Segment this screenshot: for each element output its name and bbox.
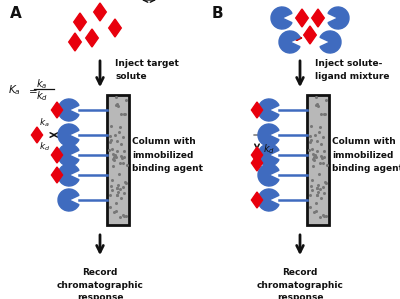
Wedge shape — [328, 7, 349, 29]
Polygon shape — [74, 13, 86, 31]
Text: $k_d$: $k_d$ — [39, 141, 50, 153]
Polygon shape — [252, 147, 263, 163]
Polygon shape — [31, 127, 43, 143]
Text: $K_a$: $K_a$ — [8, 83, 21, 97]
Bar — [307, 95, 329, 225]
Wedge shape — [258, 124, 279, 146]
Text: $k_a$: $k_a$ — [36, 77, 47, 91]
Text: B: B — [212, 6, 224, 21]
Text: $k_d$: $k_d$ — [36, 89, 48, 103]
Wedge shape — [258, 144, 279, 166]
Text: $k_a$: $k_a$ — [39, 117, 50, 129]
Wedge shape — [58, 124, 79, 146]
Wedge shape — [320, 31, 341, 53]
Polygon shape — [51, 167, 62, 183]
Polygon shape — [94, 3, 106, 21]
Polygon shape — [304, 26, 316, 44]
Bar — [107, 95, 129, 225]
Wedge shape — [258, 164, 279, 186]
Wedge shape — [58, 189, 79, 211]
Wedge shape — [271, 7, 292, 29]
Text: Record
chromatographic
response: Record chromatographic response — [56, 268, 144, 299]
Text: Column with
immobilized
binding agent: Column with immobilized binding agent — [132, 137, 203, 173]
Text: $=$: $=$ — [26, 85, 38, 95]
Polygon shape — [51, 102, 62, 118]
Text: $k_d$: $k_d$ — [263, 142, 275, 156]
Text: Inject solute-
ligand mixture: Inject solute- ligand mixture — [315, 59, 390, 81]
Wedge shape — [58, 144, 79, 166]
Polygon shape — [109, 19, 121, 37]
Polygon shape — [51, 147, 62, 163]
Text: Column with
immobilized
binding agent: Column with immobilized binding agent — [332, 137, 400, 173]
Polygon shape — [252, 155, 263, 171]
Wedge shape — [258, 99, 279, 121]
Wedge shape — [58, 164, 79, 186]
Text: A: A — [10, 6, 22, 21]
Polygon shape — [252, 102, 263, 118]
Wedge shape — [58, 99, 79, 121]
Polygon shape — [86, 29, 98, 47]
Text: Record
chromatographic
response: Record chromatographic response — [256, 268, 344, 299]
Wedge shape — [258, 189, 279, 211]
Text: Inject target
solute: Inject target solute — [115, 59, 179, 81]
Polygon shape — [252, 192, 263, 208]
Polygon shape — [69, 33, 81, 51]
Polygon shape — [296, 9, 308, 27]
Polygon shape — [312, 9, 324, 27]
Wedge shape — [279, 31, 300, 53]
